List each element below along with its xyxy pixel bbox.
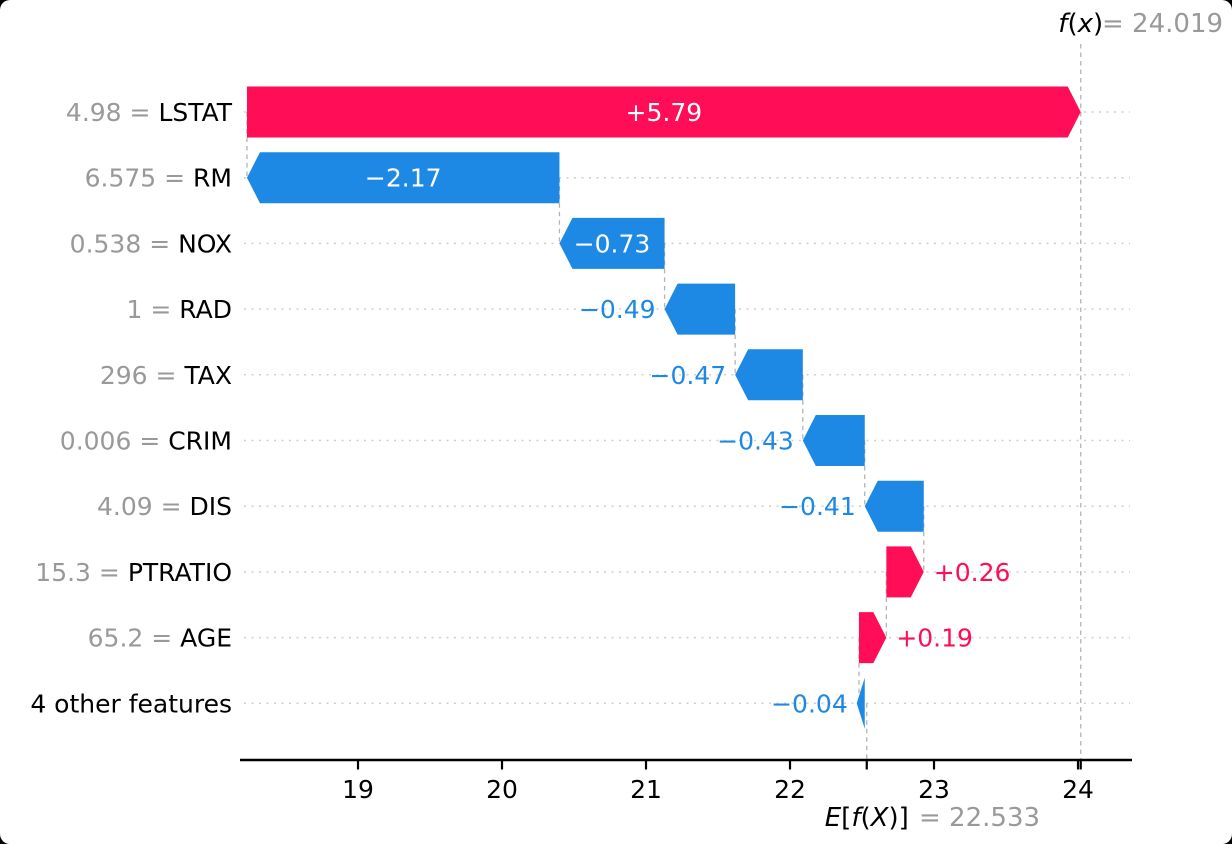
base-annotation-value: = 22.533	[919, 803, 1040, 833]
bar-4-other-features	[856, 677, 865, 729]
feature-label-4-other-features: 4 other features	[30, 689, 232, 718]
bar-age	[858, 612, 887, 664]
shap-value-crim: −0.43	[717, 427, 794, 456]
feature-label-rm: 6.575 = RM	[85, 164, 232, 193]
x-tick-label-19: 19	[342, 775, 374, 804]
x-tick-label-22: 22	[774, 775, 806, 804]
feature-label-crim: 0.006 = CRIM	[60, 427, 232, 456]
bar-rm	[246, 152, 560, 204]
fx-annotation-value: = 24.019	[1102, 9, 1223, 39]
x-tick-label-24: 24	[1062, 775, 1094, 804]
bar-nox	[559, 217, 665, 269]
shap-value-rad: −0.49	[579, 295, 656, 324]
feature-label-age: 65.2 = AGE	[88, 624, 232, 653]
shap-value-tax: −0.47	[650, 361, 727, 390]
feature-label-nox: 0.538 = NOX	[70, 229, 232, 258]
base-annotation-math: E[f(X)]	[825, 803, 909, 833]
feature-label-tax: 296 = TAX	[100, 361, 232, 390]
feature-label-rad: 1 = RAD	[127, 295, 232, 324]
x-tick-label-20: 20	[486, 775, 518, 804]
shap-value-dis: −0.41	[779, 492, 856, 521]
bar-crim	[802, 415, 865, 466]
bar-dis	[864, 480, 924, 532]
shap-value-nox: −0.73	[574, 229, 651, 258]
shap-value-ptratio: +0.26	[934, 558, 1011, 587]
fx-annotation-math: f(x)	[1058, 9, 1103, 39]
bar-rad	[664, 283, 736, 335]
shap-value-4-other-features: −0.04	[771, 689, 848, 718]
shap-value-lstat: +5.79	[626, 98, 703, 127]
feature-label-ptratio: 15.3 = PTRATIO	[35, 558, 232, 587]
feature-label-lstat: 4.98 = LSTAT	[66, 98, 233, 127]
x-tick-label-23: 23	[918, 775, 950, 804]
shap-value-rm: −2.17	[365, 164, 442, 193]
bar-ptratio	[886, 546, 924, 598]
bar-lstat	[246, 86, 1081, 138]
bar-tax	[735, 349, 803, 401]
x-tick-label-21: 21	[630, 775, 662, 804]
shap-value-age: +0.19	[896, 624, 973, 653]
feature-label-dis: 4.09 = DIS	[97, 492, 232, 521]
